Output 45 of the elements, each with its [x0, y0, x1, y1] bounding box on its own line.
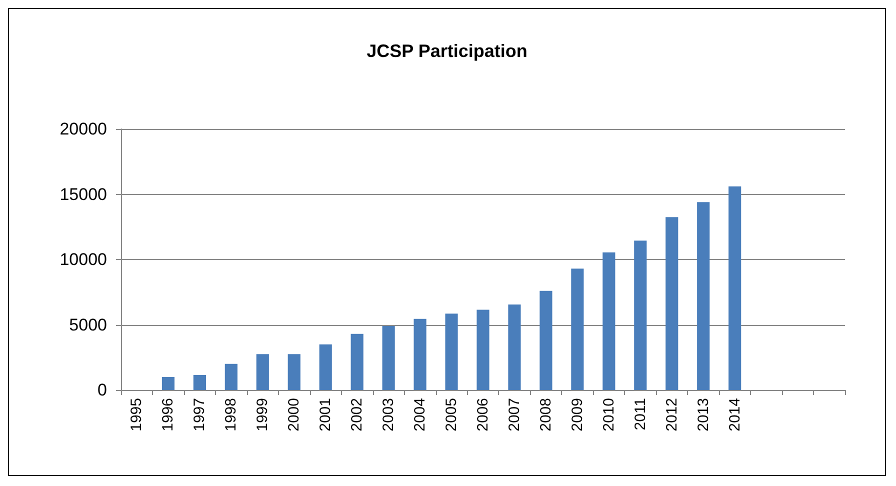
bar: [666, 217, 678, 390]
bar: [382, 326, 395, 390]
y-tick-label: 20000: [60, 120, 107, 138]
y-tick-label: 15000: [60, 184, 107, 204]
x-tick-label: 2014: [726, 398, 744, 432]
y-tick-label: 5000: [69, 315, 107, 334]
x-tick-label: 2000: [286, 398, 303, 432]
x-tick-label: 2010: [600, 398, 618, 432]
x-tick-label: 2002: [348, 398, 366, 432]
bar: [288, 354, 300, 390]
x-tick-label: 1999: [254, 398, 272, 432]
x-tick-label: 2001: [317, 398, 334, 432]
bar: [193, 374, 206, 390]
x-tick-label: 2013: [694, 398, 712, 432]
bar: [350, 334, 364, 390]
bar: [602, 252, 616, 390]
bar: [728, 186, 742, 390]
chart-title: JCSP Participation: [366, 41, 528, 61]
y-tick-label: 0: [98, 380, 107, 400]
bar: [540, 290, 552, 390]
x-tick-label: 1998: [222, 398, 240, 432]
bar: [476, 310, 490, 390]
x-tick-label: 2005: [443, 398, 460, 432]
y-tick-label: 10000: [60, 250, 107, 269]
bar: [445, 314, 458, 390]
x-tick-label: 2004: [412, 398, 429, 432]
bar: [319, 344, 332, 390]
bar: [256, 354, 269, 390]
x-tick-label: 2012: [663, 398, 680, 432]
bar: [414, 318, 426, 390]
x-tick-label: 2003: [380, 398, 398, 432]
x-tick-label: 2006: [474, 398, 492, 432]
x-tick-label: 1997: [191, 398, 208, 432]
bar: [634, 240, 647, 390]
x-tick-label: 1995: [128, 398, 146, 432]
x-tick-label: 2008: [537, 398, 554, 432]
x-tick-label: 2007: [506, 398, 523, 432]
x-tick-label: 2011: [632, 398, 649, 430]
bar: [508, 304, 521, 390]
bar: [162, 376, 175, 390]
bar: [571, 268, 584, 390]
x-tick-label: 1996: [160, 398, 177, 432]
bar: [224, 364, 238, 390]
x-tick-label: 2009: [568, 398, 586, 432]
bar: [697, 202, 710, 390]
